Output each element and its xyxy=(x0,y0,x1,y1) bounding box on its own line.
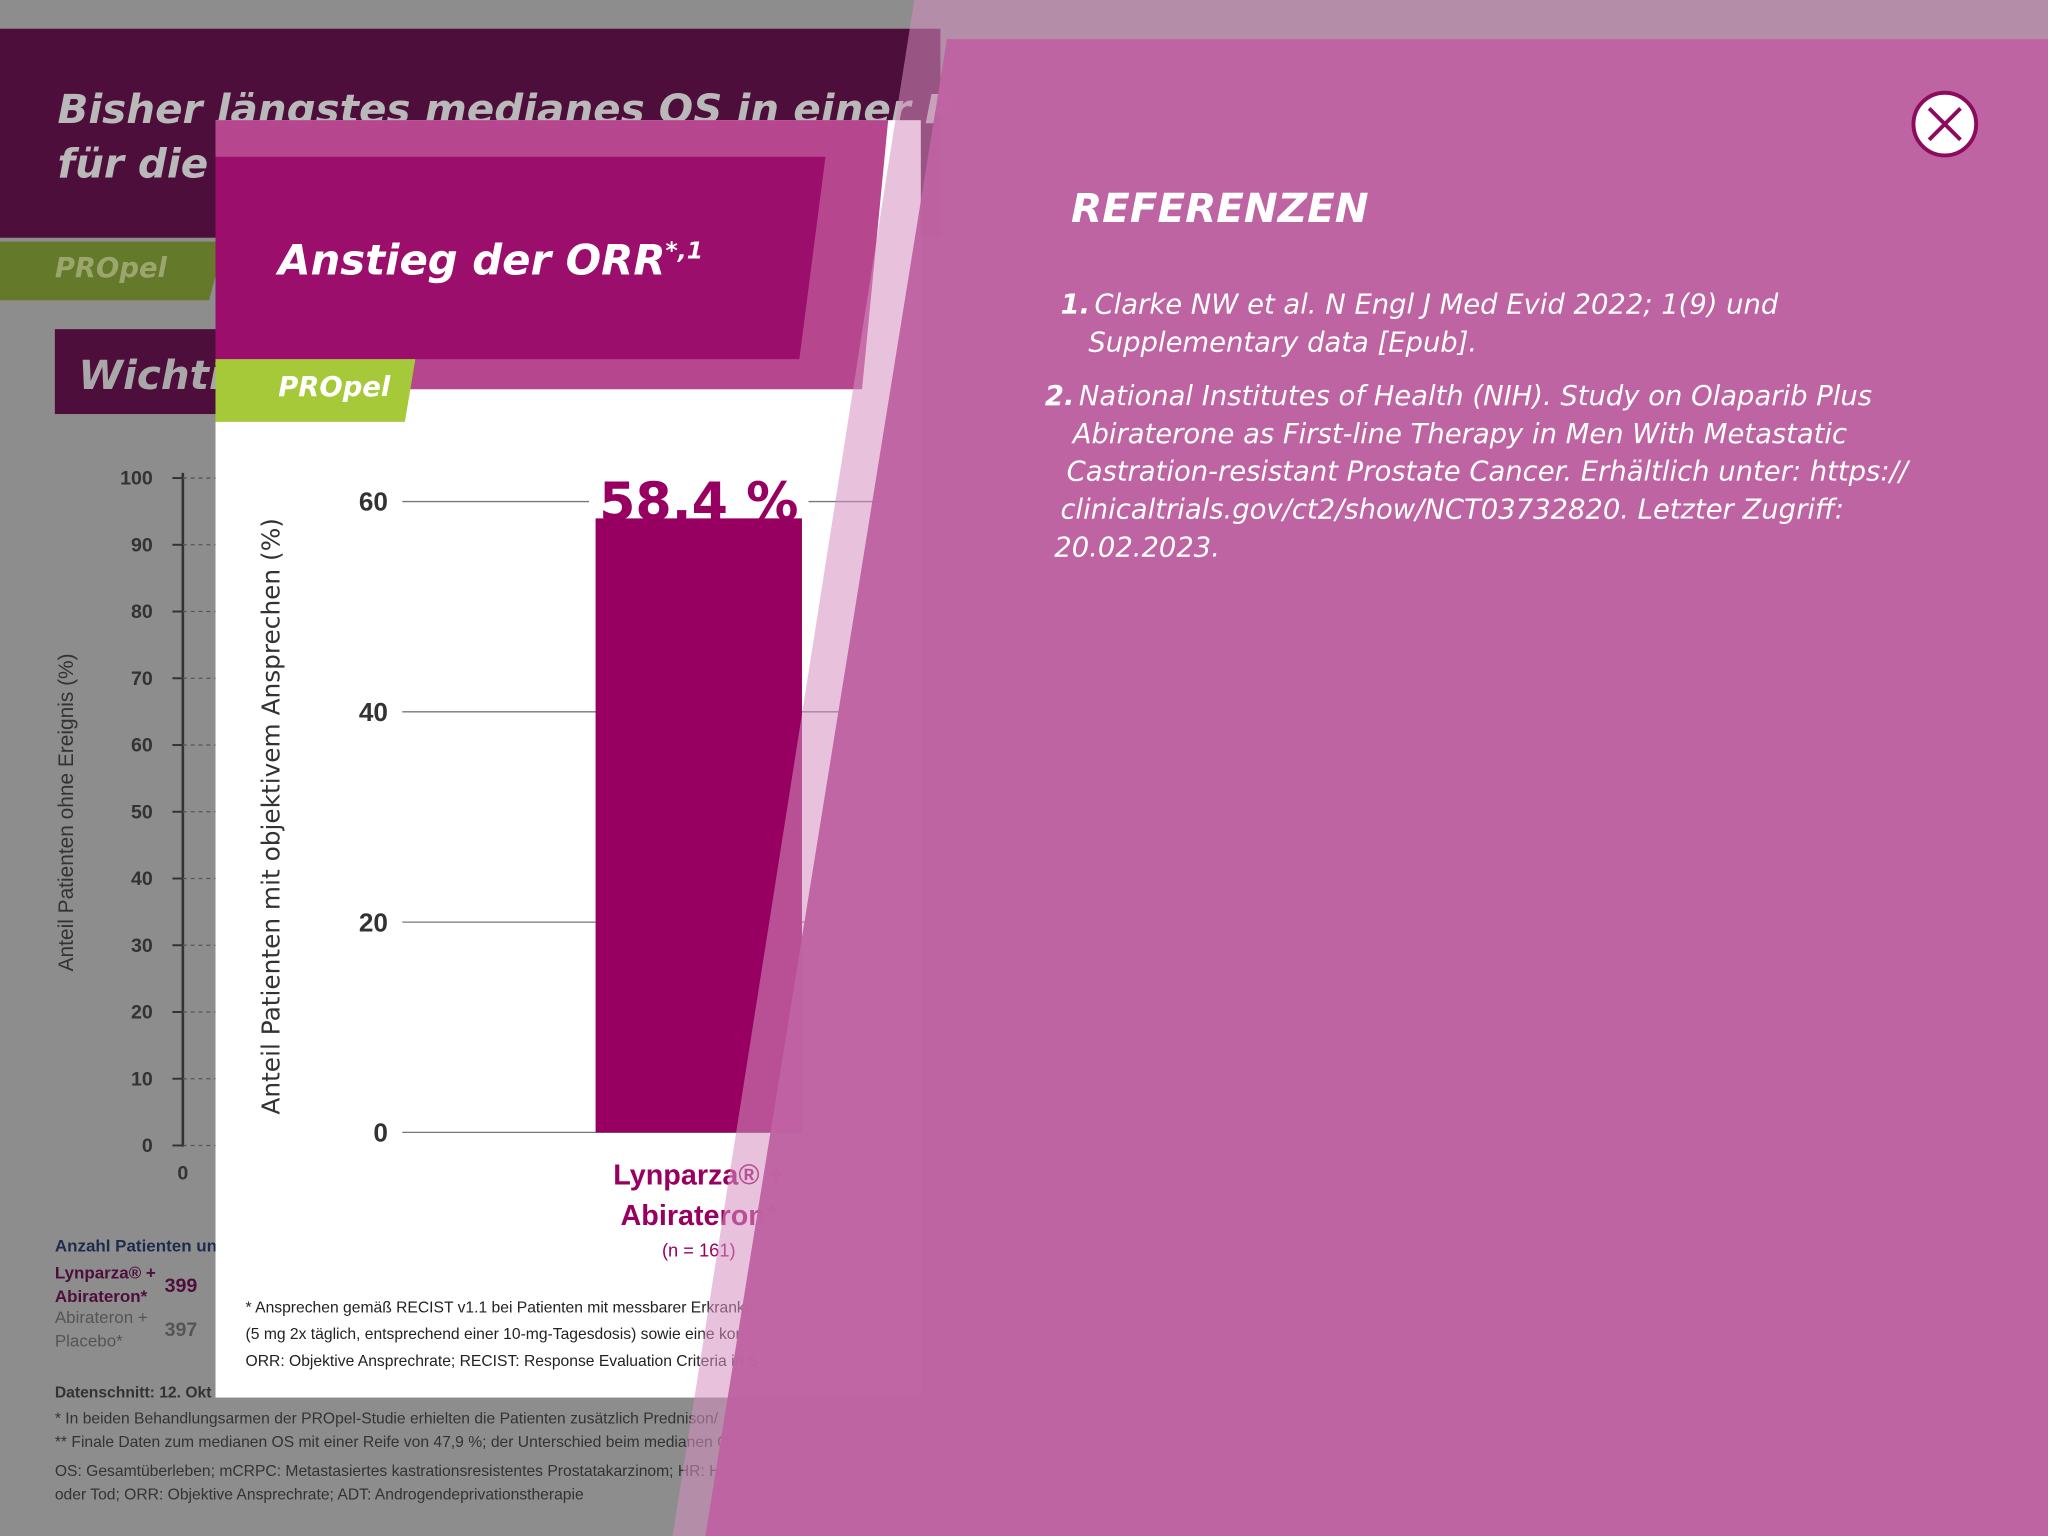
overlay-panel xyxy=(705,39,2048,1536)
header xyxy=(215,156,826,360)
bg-y-tick-label: 100 xyxy=(120,468,153,490)
reference-line: Abiraterone as First-line Therapy in Men… xyxy=(1071,419,1847,450)
bg-y-tick-label: 70 xyxy=(131,668,153,690)
popup-footnotes: * Ansprechen gemäß RECIST v1.1 bei Patie… xyxy=(246,1300,759,1371)
bg-x-tick-label: 0 xyxy=(177,1162,188,1184)
bg-note: ** Finale Daten zum medianen OS mit eine… xyxy=(55,1434,740,1451)
popup-tag xyxy=(215,359,416,422)
bg-y-tick-label: 90 xyxy=(131,534,153,556)
popup-title: Anstieg der ORR*,1 xyxy=(275,235,703,284)
bg-title: für die xyxy=(57,140,208,188)
reference-line: Supplementary data [Epub]. xyxy=(1088,327,1477,358)
reference-number: 2. xyxy=(1045,381,1074,412)
bg-risk-n: 397 xyxy=(165,1319,198,1341)
bg-note: OS: Gesamtüberleben; mCRPC: Metastasiert… xyxy=(55,1463,737,1480)
bg-notes: Datenschnitt: 12. Okt * In beiden Behand… xyxy=(55,1385,740,1504)
bg-section-text: Wichti xyxy=(78,351,224,399)
bg-note: oder Tod; ORR: Objektive Ansprechrate; A… xyxy=(55,1486,584,1503)
popup-tag-text: PROpel xyxy=(278,372,391,403)
bg-note: Datenschnitt: 12. Okt xyxy=(55,1385,212,1402)
bg-y-tick-label: 60 xyxy=(131,735,153,757)
bg-risk-n: 399 xyxy=(165,1275,198,1297)
bg-y-tick-label: 10 xyxy=(131,1068,153,1090)
reference-number: 1. xyxy=(1061,289,1090,320)
close-icon[interactable] xyxy=(1927,107,1962,142)
bg-y-tick-label: 0 xyxy=(142,1135,153,1157)
bg-y-tick-label: 40 xyxy=(131,868,153,890)
bg-note: * In beiden Behandlungsarmen der PROpel-… xyxy=(55,1411,719,1428)
footnote: (5 mg 2x täglich, entsprechend einer 10-… xyxy=(246,1326,745,1343)
bg-risk-arm: Abirateron* xyxy=(55,1287,148,1306)
bg-risk-arm: Lynparza® + xyxy=(55,1264,156,1283)
bg-y-tick-label: 50 xyxy=(131,801,153,823)
y-axis-label: Anteil Patienten mit objektivem Ansprech… xyxy=(257,518,286,1115)
reference-line: National Institutes of Health (NIH). Stu… xyxy=(1079,381,1872,412)
close-button[interactable] xyxy=(1911,90,1979,158)
bg-risk-arm: Placebo* xyxy=(55,1332,123,1351)
bg-y-label: Anteil Patienten ohne Ereignis (%) xyxy=(55,653,78,971)
value-label: 58,4 % xyxy=(599,473,798,533)
value-label-bg xyxy=(589,470,809,523)
bg-y-tick-label: 20 xyxy=(131,1002,153,1024)
popup-title-text: Anstieg der ORR xyxy=(275,235,665,284)
bg-risk-arm: Abirateron + xyxy=(55,1308,148,1327)
bg-section xyxy=(54,329,225,415)
bg-risk-table: Lynparza® + Abirateron* 399 Abirateron +… xyxy=(55,1264,197,1351)
footnote: ORR: Objektive Ansprechrate; RECIST: Res… xyxy=(246,1353,759,1370)
references-panel: REFERENZEN 1. Clarke NW et al. N Engl J M… xyxy=(672,0,2048,1536)
y-tick-label: 40 xyxy=(359,697,388,727)
bg-y-tick-label: 30 xyxy=(131,935,153,957)
reference-line: clinicaltrials.gov/ct2/show/NCT03732820.… xyxy=(1060,495,1844,526)
y-tick-label: 0 xyxy=(373,1118,388,1148)
reference-line: Castration-resistant Prostate Cancer. Er… xyxy=(1067,457,1911,488)
bg-y-tick-label: 80 xyxy=(131,601,153,623)
y-tick-label: 60 xyxy=(359,487,388,517)
y-tick-label: 20 xyxy=(359,907,388,937)
reference-line: Clarke NW et al. N Engl J Med Evid 2022;… xyxy=(1095,289,1779,320)
bg-tag xyxy=(0,241,225,301)
footnote: * Ansprechen gemäß RECIST v1.1 bei Patie… xyxy=(246,1300,754,1317)
bg-tag-text: PROpel xyxy=(55,253,168,284)
references-heading: REFERENZEN xyxy=(1071,184,1369,232)
reference-line: 20.02.2023. xyxy=(1054,532,1220,563)
popup-title-sup: *,1 xyxy=(666,237,704,265)
bg-risk-heading: Anzahl Patienten unt xyxy=(55,1236,223,1255)
